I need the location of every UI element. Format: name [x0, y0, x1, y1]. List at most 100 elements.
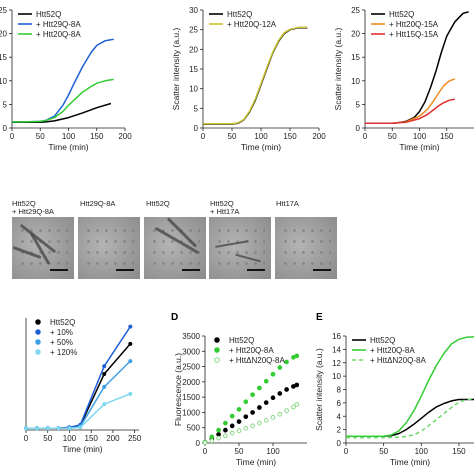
y-tick-label: 8: [337, 386, 342, 395]
legend-label-htt52q: Htt52Q: [389, 10, 414, 19]
y-tick-label: 2: [337, 426, 342, 435]
y-axis-label: Scatter intensity (a.u.): [333, 27, 343, 110]
legend-marker-120: [35, 349, 41, 355]
x-tick-label: 150: [90, 132, 104, 141]
y-tick-label: 25: [351, 6, 360, 15]
x-tick-label: 0: [10, 132, 15, 141]
y-tick-label: 10: [0, 77, 8, 86]
y-tick-label: 15: [351, 53, 360, 62]
x-tick-label: 50: [388, 132, 397, 141]
data-point-htt-n20q-8a: [209, 438, 215, 444]
data-point-htt-n20q-8a: [250, 423, 255, 429]
x-axis-label: Time (min): [48, 142, 88, 152]
data-point-htt20q-8a: [250, 392, 255, 398]
x-tick-label: 0: [24, 434, 29, 443]
chart-A2-scatter-htt20q-12a: 0 50 100 150 200 0 5 10 15 20 25 30 Time (min) Scatte…: [171, 6, 326, 152]
y-tick-label: 500: [187, 424, 201, 433]
data-point-htt52q: [284, 387, 289, 392]
x-tick-label: 50: [379, 447, 388, 456]
y-tick-label: 3500: [182, 332, 200, 341]
data-point-htt-n20q-8a: [270, 414, 276, 420]
y-tick-label: 0: [196, 439, 201, 448]
legend-label-htt20q-8a: + Htt20Q-8A: [370, 346, 415, 355]
em-image-htt52q: [144, 217, 206, 279]
legend-label-htt52q: Htt52Q: [229, 336, 254, 345]
data-point-120: [102, 402, 107, 407]
data-point-htt-n20q-8a: [263, 418, 269, 423]
x-tick-label: 0: [201, 132, 206, 141]
y-tick-label: 25: [0, 6, 8, 15]
series-line-htt52q: [26, 343, 131, 430]
y-tick-label: 10: [189, 85, 198, 94]
data-point-htt20q-8a: [270, 371, 276, 377]
scale-bar: [50, 269, 68, 271]
y-tick-label: 2500: [182, 363, 200, 372]
data-point-120: [56, 426, 61, 431]
data-point-htt-n20q-8a: [216, 435, 221, 441]
y-axis-label: Fluorescence (a.u.): [173, 353, 183, 426]
x-tick-label: 250: [128, 434, 142, 443]
legend-label-htt20q-15a: + Htt20Q-15A: [389, 20, 439, 29]
x-tick-label: 150: [85, 434, 99, 443]
series-line-htt20q-12a: [203, 26, 308, 125]
data-point-120: [128, 391, 133, 396]
x-tick-label: 50: [43, 434, 52, 443]
y-tick-label: 5: [356, 100, 361, 109]
data-point-htt-n20q-8a: [291, 404, 296, 410]
legend-label-htt52q: Htt52Q: [50, 318, 75, 327]
legend-marker-10: [35, 329, 41, 335]
x-tick-label: 50: [235, 447, 244, 456]
y-tick-label: 1500: [182, 393, 200, 402]
legend-marker-htt-n20q-8a: [214, 357, 220, 363]
x-tick-label: 0: [203, 447, 208, 456]
x-tick-label: 150: [440, 132, 454, 141]
x-tick-label: 50: [36, 132, 45, 141]
data-point-htt20q-8a: [236, 407, 242, 412]
data-point-htt20q-8a: [243, 399, 249, 405]
data-point-htt20q-8a: [209, 434, 215, 440]
y-tick-label: 16: [332, 332, 341, 341]
x-axis-label: Time (min): [390, 457, 430, 467]
legend-label-htt-n20q-8a: + HttΔN20Q-8A: [229, 356, 285, 365]
chart-E-scatter-deltan: 0 50 100 150 0 2 4 6 8 10 12 14 16 Time (min) Scatter …: [314, 332, 474, 467]
x-tick-label: 150: [452, 447, 466, 456]
data-point-htt52q: [257, 405, 262, 410]
x-tick-label: 100: [254, 132, 268, 141]
x-axis-label: Time (min): [399, 142, 439, 152]
em-image-htt52q-htt29q-8a: [12, 217, 74, 279]
legend-label-htt52q: Htt52Q: [227, 10, 252, 19]
y-tick-label: 20: [0, 30, 8, 39]
data-point-htt52q: [277, 391, 283, 396]
y-tick-label: 4: [337, 412, 342, 421]
data-point-120: [45, 426, 50, 431]
data-point-htt20q-8a: [216, 427, 221, 433]
data-point-htt20q-8a: [257, 385, 262, 391]
series-line-htt20q-15a: [365, 78, 456, 125]
data-point-htt20q-8a: [284, 359, 289, 365]
x-tick-label: 100: [63, 434, 77, 443]
x-axis-label: Time (min): [241, 142, 281, 152]
scale-bar: [182, 269, 200, 271]
data-point-htt-n20q-8a: [284, 408, 289, 413]
x-tick-label: 100: [62, 132, 76, 141]
legend-label-50: + 50%: [50, 338, 73, 347]
em-caption-htt52q: Htt52Q: [146, 199, 170, 208]
y-tick-label: 5: [3, 100, 8, 109]
data-point-120: [78, 425, 83, 430]
y-tick-label: 10: [351, 77, 360, 86]
x-tick-label: 200: [118, 132, 132, 141]
x-tick-label: 150: [283, 132, 297, 141]
y-tick-label: 3000: [182, 347, 200, 356]
series-line-htt29q-8a: [12, 38, 114, 123]
data-point-htt52q: [229, 423, 235, 429]
panel-label-e: E: [316, 312, 323, 323]
y-tick-label: 12: [332, 359, 341, 368]
x-tick-label: 200: [106, 434, 120, 443]
data-point-htt52q: [128, 341, 133, 346]
em-caption-htt17a: Htt17A: [276, 199, 299, 208]
y-axis-label: Scatter intensity (a.u.): [171, 27, 181, 110]
x-tick-label: 200: [312, 132, 326, 141]
data-point-htt-n20q-8a: [236, 428, 242, 434]
legend-marker-htt20q-8a: [214, 347, 220, 353]
legend-marker-htt52q: [35, 319, 41, 325]
